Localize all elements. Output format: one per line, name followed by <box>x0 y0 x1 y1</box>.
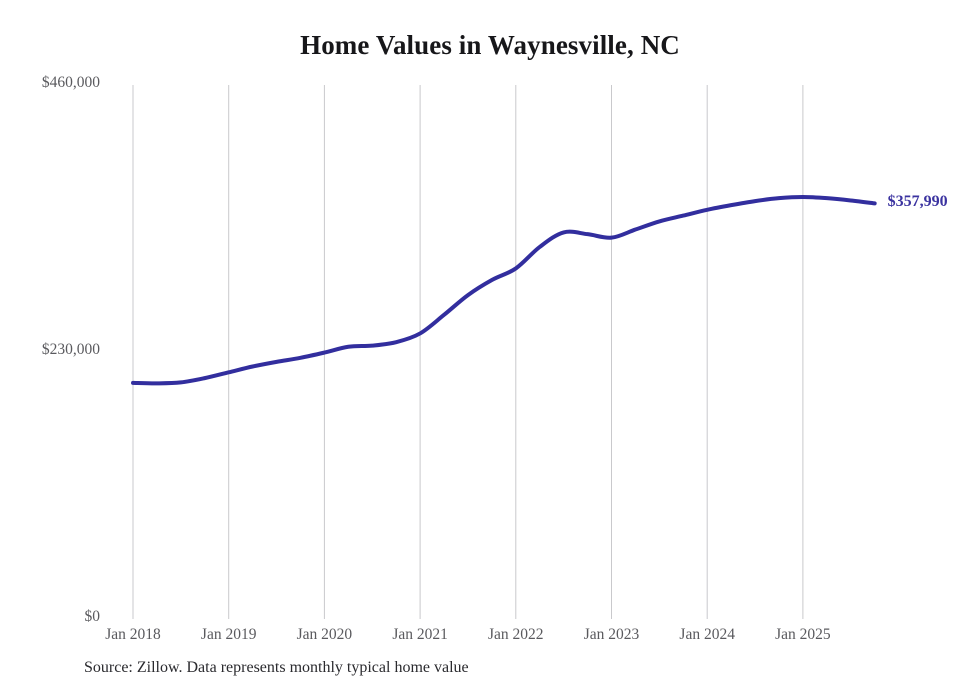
x-tick-label: Jan 2022 <box>488 626 544 643</box>
chart-title: Home Values in Waynesville, NC <box>300 30 680 60</box>
x-tick-label: Jan 2024 <box>679 626 735 643</box>
x-tick-label: Jan 2023 <box>583 626 640 643</box>
x-tick-label: Jan 2018 <box>105 626 161 643</box>
x-tick-label: Jan 2021 <box>392 626 448 643</box>
x-tick-label: Jan 2020 <box>296 626 353 643</box>
x-tick-label: Jan 2019 <box>200 626 257 643</box>
x-gridlines <box>132 85 804 619</box>
y-tick-label: $230,000 <box>41 341 100 358</box>
home-value-line <box>131 195 877 386</box>
y-tick-label: $0 <box>84 608 101 625</box>
y-tick-label: $460,000 <box>41 74 100 91</box>
source-note: Source: Zillow. Data represents monthly … <box>84 659 469 676</box>
x-tick-label: Jan 2025 <box>775 626 831 643</box>
end-value-label: $357,990 <box>887 193 948 211</box>
